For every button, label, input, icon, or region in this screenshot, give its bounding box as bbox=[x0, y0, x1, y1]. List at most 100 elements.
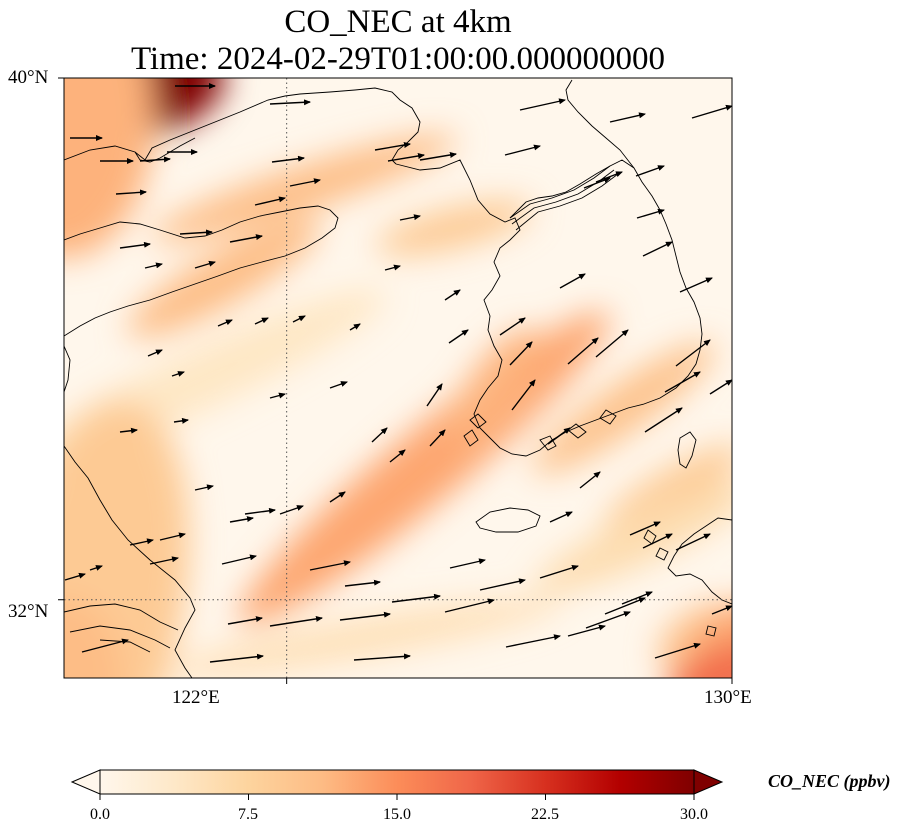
wind-arrow bbox=[371, 427, 388, 443]
wind-arrow bbox=[499, 317, 526, 336]
wind-arrow bbox=[269, 615, 323, 627]
wind-arrow bbox=[679, 277, 713, 293]
wind-arrow bbox=[64, 572, 86, 581]
wind-arrow bbox=[479, 578, 526, 591]
coastline-jiangsu-south bbox=[64, 445, 196, 678]
wind-arrow bbox=[194, 260, 216, 269]
wind-arrow bbox=[559, 273, 586, 289]
concentration-patch bbox=[376, 200, 532, 256]
coastline-kyushu bbox=[667, 517, 732, 605]
axis-ticks bbox=[58, 77, 733, 684]
wind-arrow bbox=[217, 319, 233, 327]
wind-arrow bbox=[509, 341, 533, 366]
wind-arrow bbox=[644, 407, 683, 433]
wind-arrow bbox=[604, 597, 646, 615]
concentration-patch bbox=[167, 598, 561, 678]
wind-arrow bbox=[389, 449, 406, 463]
colorbar bbox=[70, 769, 724, 800]
wind-arrow bbox=[229, 234, 263, 243]
lon-tick-label-122: 122°E bbox=[172, 687, 220, 708]
wind-arrow bbox=[149, 556, 179, 565]
wind-arrow bbox=[159, 532, 186, 541]
map-title-line1: CO_NEC at 4km bbox=[284, 4, 512, 40]
concentration-patch bbox=[532, 341, 716, 475]
wind-arrow bbox=[654, 642, 701, 659]
wind-arrow bbox=[609, 112, 646, 123]
wind-arrow bbox=[89, 565, 103, 571]
colorbar-tick-label: 7.5 bbox=[238, 806, 258, 823]
wind-arrow bbox=[289, 178, 321, 187]
wind-arrow bbox=[504, 144, 541, 156]
wind-arrow bbox=[709, 379, 732, 395]
wind-arrow bbox=[664, 371, 701, 393]
wind-vectors bbox=[64, 83, 732, 663]
wind-arrow bbox=[635, 165, 665, 177]
wind-arrow bbox=[583, 177, 611, 189]
wind-arrow bbox=[119, 427, 138, 434]
wind-arrow bbox=[595, 171, 623, 183]
wind-arrow bbox=[271, 155, 305, 163]
wind-arrow bbox=[269, 99, 311, 106]
coastline-jeju bbox=[475, 507, 541, 533]
coastline-liaodong bbox=[134, 137, 196, 163]
map-canvas bbox=[58, 77, 733, 684]
concentration-patch bbox=[604, 444, 732, 532]
wind-arrow bbox=[391, 593, 441, 603]
wind-arrow bbox=[269, 392, 286, 399]
wind-arrow bbox=[621, 591, 653, 605]
wind-arrow bbox=[139, 156, 171, 163]
lat-tick-label-32: 32°N bbox=[8, 601, 49, 622]
colorbar-tick-label: 15.0 bbox=[383, 806, 411, 823]
colorbar-title: CO_NEC (ppbv) bbox=[768, 771, 891, 791]
wind-arrow bbox=[144, 262, 163, 269]
wind-arrow bbox=[344, 579, 381, 587]
wind-arrow bbox=[419, 152, 457, 161]
colorbar-tick-label: 30.0 bbox=[680, 806, 708, 823]
wind-arrow bbox=[429, 429, 446, 447]
wind-arrow bbox=[254, 317, 269, 325]
colorbar-gradient bbox=[99, 769, 695, 795]
concentration-patch bbox=[127, 218, 321, 338]
map-frame bbox=[63, 77, 733, 679]
wind-arrow bbox=[115, 189, 147, 196]
wind-arrow bbox=[81, 638, 129, 653]
wind-arrow bbox=[399, 214, 421, 221]
wind-arrow bbox=[636, 208, 665, 219]
wind-arrow bbox=[209, 653, 264, 663]
concentration-patch bbox=[151, 134, 457, 242]
wind-arrow bbox=[353, 653, 411, 661]
wind-arrow bbox=[244, 507, 276, 515]
wind-arrow bbox=[511, 379, 536, 411]
coastline-korea-islands bbox=[463, 409, 617, 451]
colorbar-tick-label: 0.0 bbox=[90, 806, 110, 823]
wind-arrow bbox=[547, 427, 571, 445]
wind-arrow bbox=[229, 516, 254, 523]
wind-arrow bbox=[444, 598, 495, 613]
wind-arrow bbox=[505, 634, 561, 648]
coastline-tsushima bbox=[677, 431, 697, 469]
wind-arrow bbox=[384, 264, 401, 271]
lon-tick-label-130: 130°E bbox=[704, 687, 752, 708]
wind-arrow bbox=[585, 611, 631, 629]
wind-arrow bbox=[194, 484, 214, 491]
concentration-patch bbox=[64, 78, 154, 258]
wind-arrow bbox=[254, 196, 286, 206]
wind-arrow bbox=[179, 229, 213, 236]
colorbar-extend-min bbox=[70, 769, 101, 795]
wind-arrow bbox=[171, 371, 185, 377]
wind-arrow bbox=[147, 349, 163, 357]
colorbar-tick-label: 22.5 bbox=[531, 806, 559, 823]
concentration-patch bbox=[666, 643, 732, 678]
wind-arrow bbox=[119, 241, 151, 249]
colorbar-extend-max bbox=[693, 769, 724, 795]
coastline-jiangsu bbox=[64, 345, 71, 393]
wind-arrow bbox=[642, 241, 673, 257]
gridlines bbox=[64, 78, 732, 678]
wind-arrow bbox=[349, 323, 361, 331]
coastline-korea-east bbox=[565, 79, 635, 169]
wind-arrow bbox=[279, 505, 304, 515]
wind-arrow bbox=[221, 554, 257, 565]
wind-arrow bbox=[426, 383, 443, 407]
wind-arrow bbox=[675, 339, 711, 367]
wind-arrow bbox=[444, 289, 461, 301]
